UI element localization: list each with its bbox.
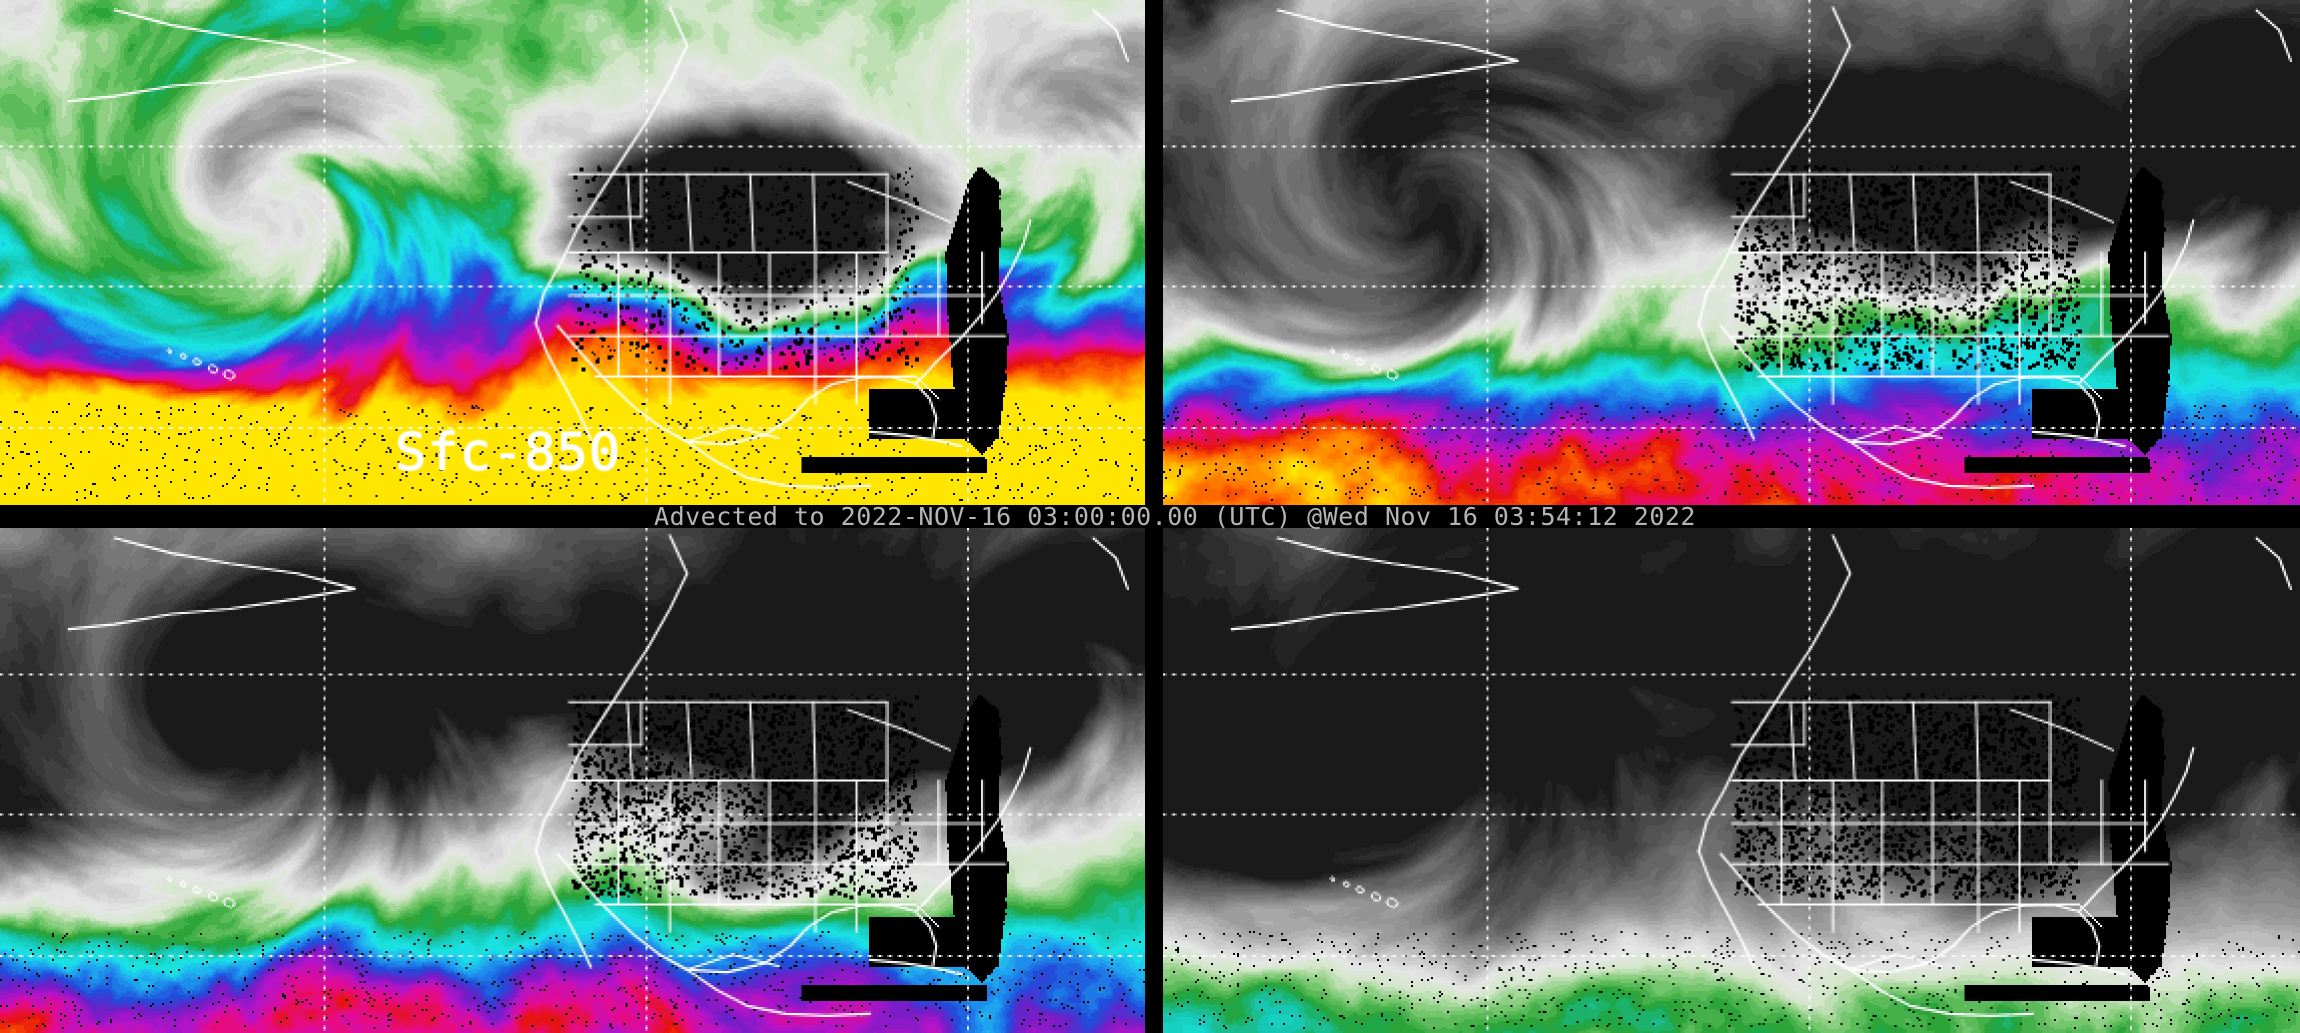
panel-700-500[interactable]: 700-500 xyxy=(0,528,1145,1033)
panel-700-500-imagery xyxy=(0,528,1145,1033)
panel-850-700[interactable]: 850-700 xyxy=(1163,0,2300,505)
panel-sfc-850[interactable]: Sfc-850 xyxy=(0,0,1145,505)
panel-500-300[interactable]: 500-300 xyxy=(1163,528,2300,1033)
panel-sfc-850-imagery xyxy=(0,0,1145,505)
timestamp-text: Advected to 2022-NOV-16 03:00:00.00 (UTC… xyxy=(654,502,1696,531)
panel-850-700-imagery xyxy=(1163,0,2300,505)
timestamp-banner: Advected to 2022-NOV-16 03:00:00.00 (UTC… xyxy=(654,502,1695,531)
panel-500-300-imagery xyxy=(1163,528,2300,1033)
